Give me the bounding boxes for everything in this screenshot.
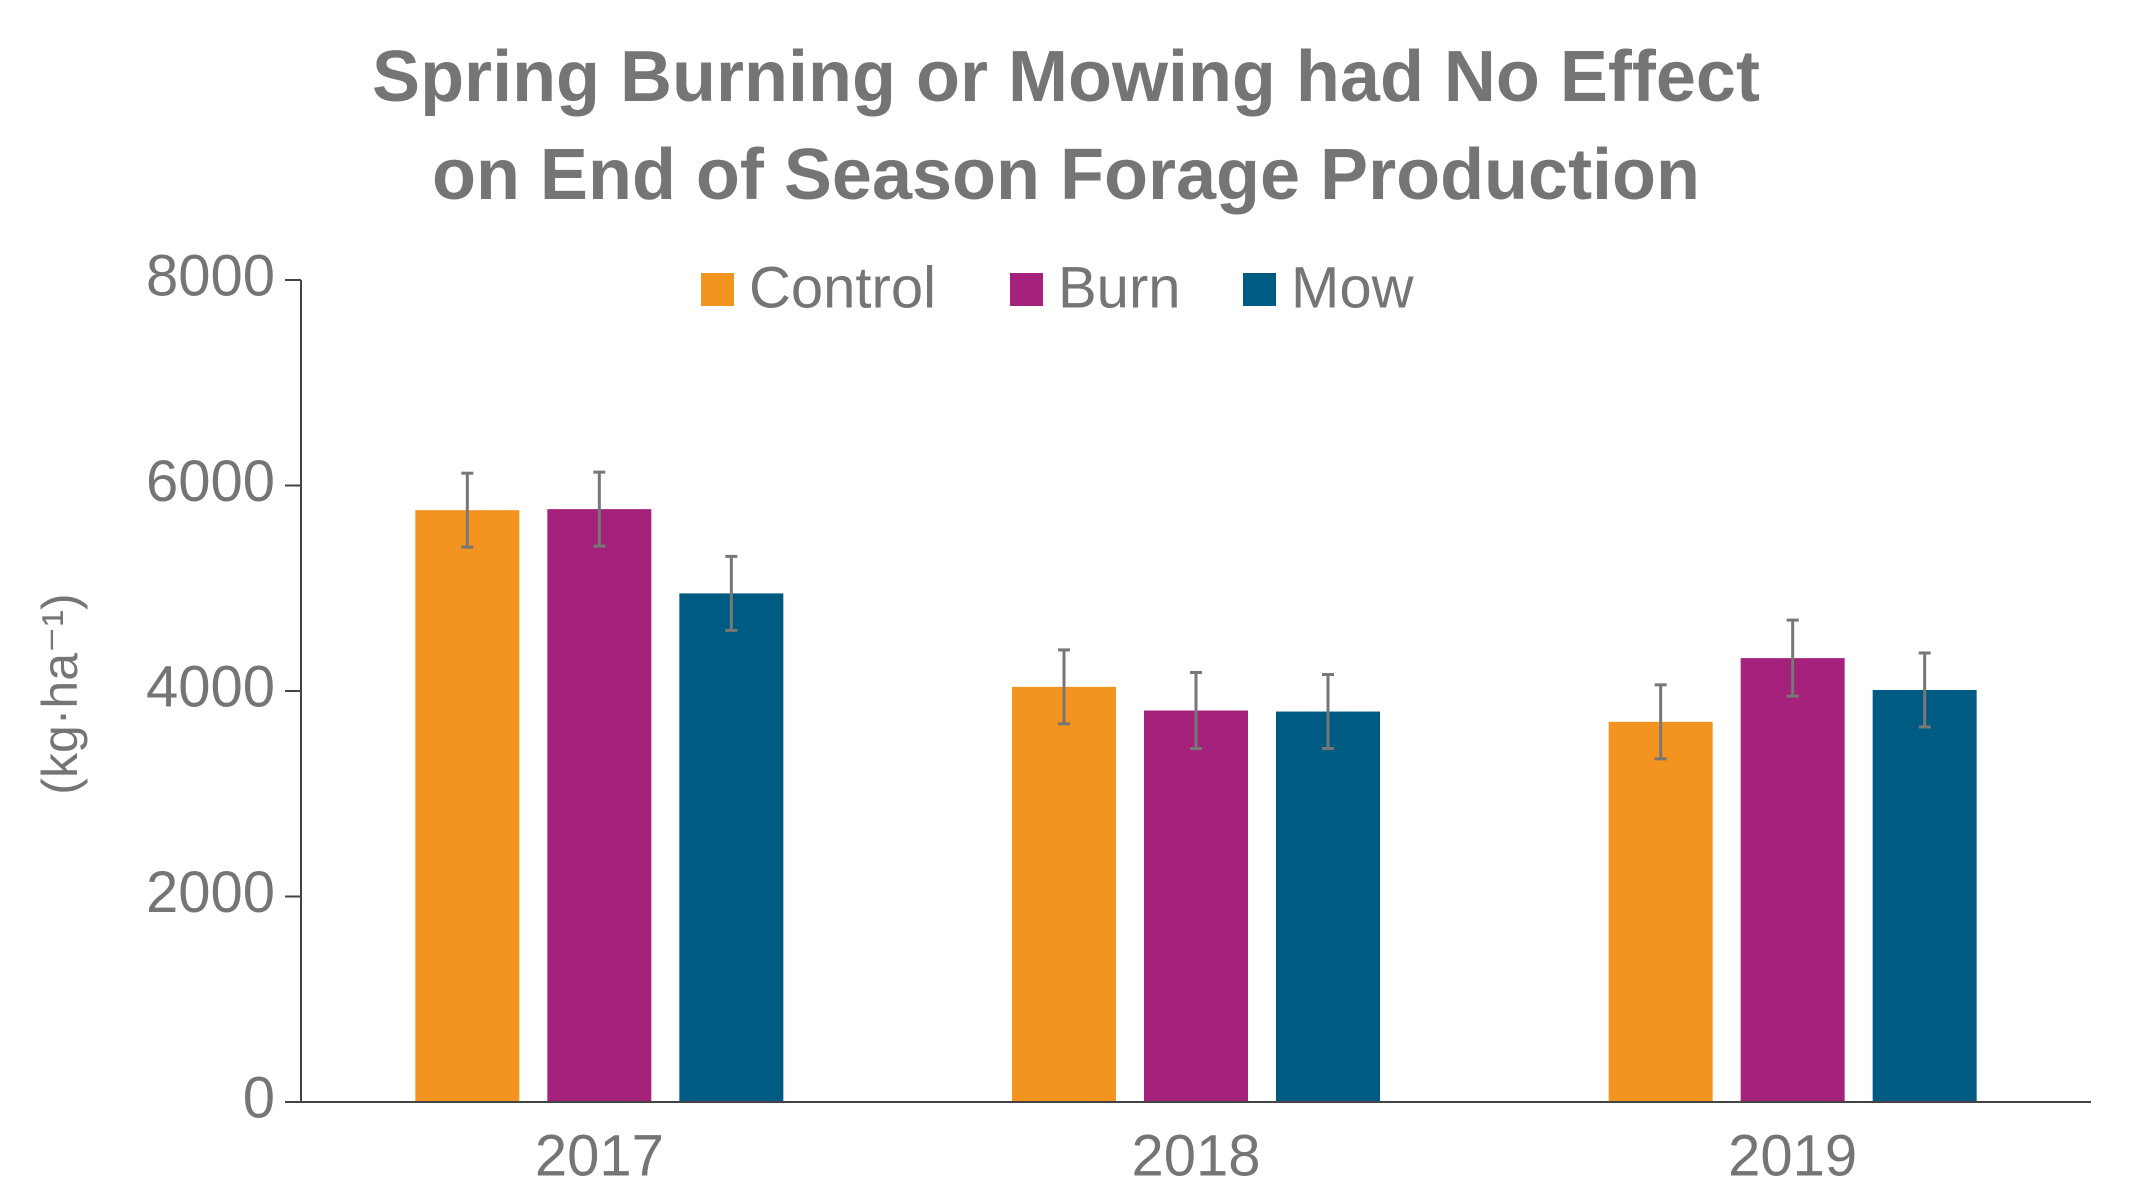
bar xyxy=(1144,710,1248,1102)
error-bar xyxy=(1190,671,1202,751)
x-tick-label: 2018 xyxy=(1131,1123,1260,1188)
legend-label: Control xyxy=(749,255,936,320)
bar xyxy=(1740,658,1845,1102)
legend-swatch xyxy=(1243,273,1276,306)
x-tick-label: 2019 xyxy=(1728,1123,1857,1188)
bar xyxy=(547,509,652,1102)
error-bar xyxy=(461,471,474,549)
bar xyxy=(679,593,784,1102)
y-tick-label: 8000 xyxy=(146,243,275,308)
legend-label: Burn xyxy=(1058,255,1181,320)
chart-title: on End of Season Forage Production xyxy=(432,135,1700,215)
bar xyxy=(1276,711,1380,1102)
error-bar xyxy=(593,470,606,548)
error-bar xyxy=(1058,648,1070,726)
error-bar xyxy=(1918,651,1931,729)
y-tick-label: 2000 xyxy=(146,860,275,925)
legend-swatch xyxy=(1010,273,1043,306)
bar xyxy=(415,510,520,1102)
error-bar xyxy=(725,554,738,632)
y-tick-label: 0 xyxy=(243,1065,275,1130)
legend-label: Mow xyxy=(1291,255,1415,320)
error-bar xyxy=(1322,673,1334,751)
bar xyxy=(1608,721,1713,1102)
error-bar xyxy=(1786,618,1799,698)
error-bar xyxy=(1654,683,1667,761)
y-tick-label: 6000 xyxy=(146,449,275,514)
x-tick-label: 2017 xyxy=(535,1123,664,1188)
chart-title: Spring Burning or Mowing had No Effect xyxy=(372,37,1760,117)
y-axis-label: (kg·ha⁻¹) xyxy=(32,593,88,794)
y-tick-label: 4000 xyxy=(146,654,275,719)
bar xyxy=(1012,686,1116,1102)
bar xyxy=(1872,689,1977,1102)
legend-swatch xyxy=(701,273,734,306)
